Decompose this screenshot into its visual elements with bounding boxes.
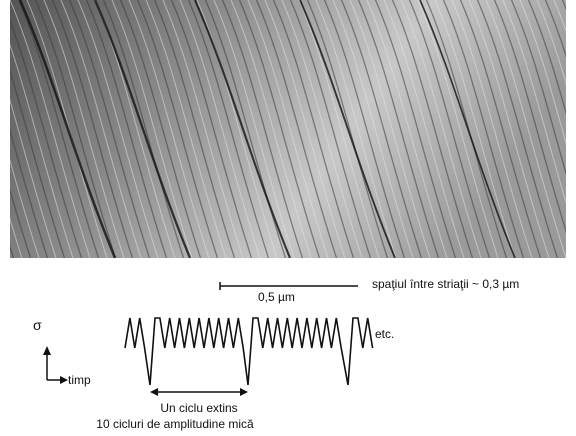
stress-waveform — [125, 318, 373, 385]
striation — [571, 0, 576, 258]
stress-axis-arrow — [43, 346, 51, 355]
figure: 0,5 µm spaţiul între striaţii ~ 0,3 µm e… — [0, 0, 576, 436]
time-axis-label: timp — [68, 373, 91, 387]
cycle-span-arrow-right — [240, 388, 248, 396]
scale-bar-label: 0,5 µm — [258, 290, 295, 304]
spacing-note: spaţiul între striaţii ~ 0,3 µm — [372, 277, 519, 291]
cycle-span-arrow-left — [150, 388, 158, 396]
micrograph — [0, 0, 576, 258]
continuation-label: etc. — [375, 327, 394, 341]
time-axis-arrow — [60, 376, 68, 384]
striation — [0, 0, 5, 258]
cycle-label: Un ciclu extins — [160, 401, 237, 415]
stress-axis-label: σ — [33, 317, 42, 333]
cycles-note: 10 cicluri de amplitudine mică — [96, 417, 254, 431]
